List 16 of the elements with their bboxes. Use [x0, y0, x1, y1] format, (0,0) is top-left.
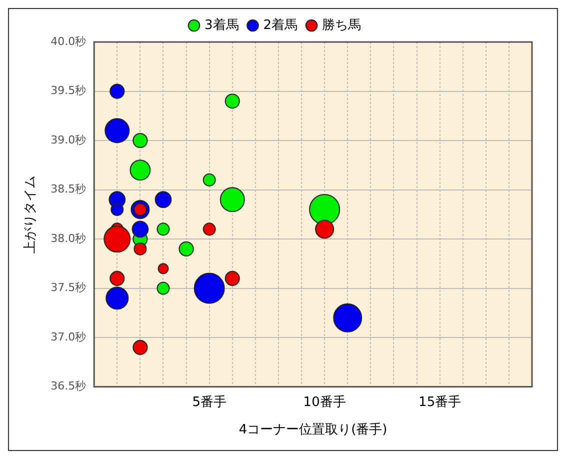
x-tick-label: 5番手	[192, 394, 226, 410]
y-axis-title: 上がりタイム	[23, 175, 38, 254]
x-tick-label: 15番手	[418, 394, 462, 410]
legend-label: 3着馬	[204, 16, 239, 33]
legend-label: 勝ち馬	[322, 18, 362, 33]
x-tick-label: 10番手	[303, 394, 346, 410]
y-tick-label: 40.0秒	[50, 34, 86, 48]
y-tick-label: 38.0秒	[50, 232, 86, 245]
y-tick-label: 36.5秒	[50, 380, 86, 393]
y-tick-label: 38.5秒	[50, 182, 86, 196]
y-tick-label: 39.0秒	[50, 133, 86, 146]
y-tick-label: 37.0秒	[50, 330, 86, 344]
y-tick-label: 37.5秒	[50, 281, 86, 294]
y-tick-label: 39.5秒	[50, 84, 86, 98]
legend-label: 2着馬	[263, 16, 298, 33]
x-axis-title: 4コーナー位置取り(番手)	[238, 422, 388, 438]
